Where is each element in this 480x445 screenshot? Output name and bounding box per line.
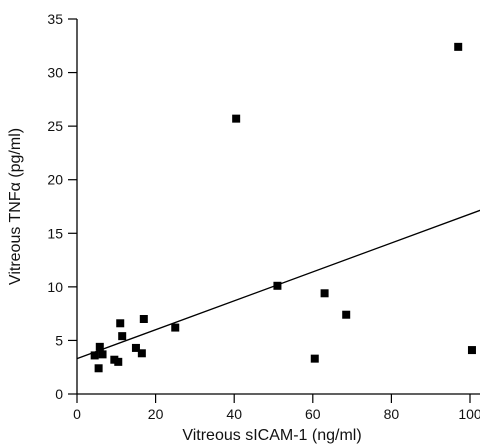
y-tick-label: 0 (55, 386, 63, 402)
y-tick-label: 15 (47, 225, 63, 241)
y-tick-label: 35 (47, 11, 63, 27)
data-point (118, 332, 127, 341)
data-point (273, 281, 282, 290)
y-axis-title: Vitreous TNFα (pg/ml) (7, 128, 24, 285)
x-axis-title: Vitreous sICAM-1 (ng/ml) (182, 427, 361, 444)
data-point (171, 323, 180, 332)
data-point (310, 354, 319, 363)
x-tick-label: 80 (384, 406, 400, 422)
data-point (116, 319, 125, 328)
y-tick-label: 5 (55, 332, 63, 348)
data-point (454, 42, 463, 51)
data-point (342, 310, 351, 319)
data-point (95, 342, 104, 351)
x-tick-label: 20 (148, 406, 164, 422)
y-tick-label: 10 (47, 279, 63, 295)
y-tick-label: 30 (47, 65, 63, 81)
data-point (467, 346, 476, 355)
data-point (139, 315, 148, 323)
data-point (137, 349, 146, 358)
x-tick-label: 0 (73, 406, 81, 422)
data-point (90, 351, 99, 360)
data-point (131, 343, 140, 352)
y-axis-ticks: 0 5 10 15 20 25 30 35 (47, 11, 77, 402)
x-tick-label: 100 (458, 406, 480, 422)
x-axis-ticks: 0 20 40 60 80 100 (73, 394, 480, 422)
data-point (320, 289, 329, 298)
data-point (98, 350, 107, 359)
y-tick-label: 25 (47, 118, 63, 134)
data-point (94, 364, 103, 373)
data-point (114, 357, 123, 366)
data-points (90, 42, 476, 373)
axes (76, 19, 480, 395)
y-tick-label: 20 (47, 172, 63, 188)
x-tick-label: 60 (305, 406, 321, 422)
data-point (232, 114, 241, 123)
x-tick-label: 40 (226, 406, 242, 422)
